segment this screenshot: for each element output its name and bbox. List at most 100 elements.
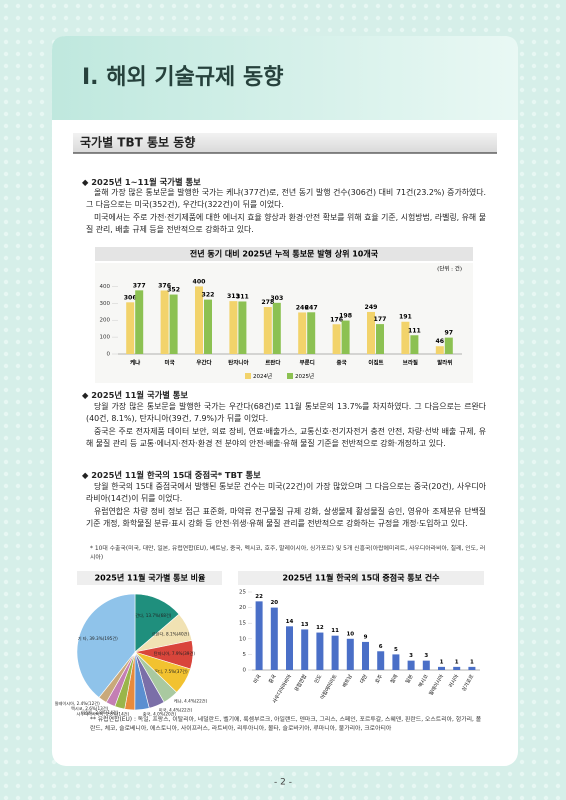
y-tick-label: 200	[100, 318, 111, 324]
data-label: 14	[286, 619, 294, 625]
x-tick-label: 미국	[252, 673, 263, 685]
data-label: 376	[158, 282, 171, 289]
x-tick-label: 르완다	[265, 359, 281, 367]
legend-swatch	[245, 373, 251, 379]
data-label: 247	[305, 304, 318, 311]
data-label: 306	[124, 294, 137, 301]
bar	[435, 346, 444, 354]
data-label: 10	[346, 631, 354, 637]
data-label: 313	[227, 293, 240, 300]
bar	[286, 626, 293, 670]
y-tick-label: 20	[239, 605, 246, 611]
x-tick-label: 부룬디	[300, 359, 315, 367]
legend-label: 2024년	[253, 372, 272, 380]
paragraph: 미국에서는 주로 가전·전기제품에 대한 에너지 효율 향상과 환경·안전 확보…	[86, 213, 486, 235]
y-tick-label: 0	[243, 668, 247, 674]
data-label: 3	[409, 653, 413, 659]
bar	[377, 651, 385, 670]
data-label: 13	[301, 622, 309, 628]
bar	[270, 607, 278, 670]
bar	[341, 320, 350, 354]
data-label: 377	[133, 282, 146, 289]
bar	[453, 666, 461, 670]
x-tick-label: 브라질	[403, 359, 418, 367]
bar	[229, 301, 238, 354]
bar	[298, 312, 307, 354]
block-heading: ◆ 2025년 11월 국가별 통보	[82, 390, 189, 400]
slice-label: 미국, 4.4%(22건)	[159, 706, 193, 713]
x-tick-label: 칠레	[389, 673, 400, 685]
paragraph: 중국은 주로 전자제품 데이터 보안, 의료 장비, 연료·배출가스, 교통신호…	[86, 427, 486, 449]
data-label: 1	[470, 659, 474, 665]
data-label: 1	[455, 659, 459, 665]
bar	[238, 301, 247, 354]
slice-label: 르완다, 8.1%(40건)	[152, 631, 190, 638]
bar	[169, 294, 178, 354]
data-label: 22	[255, 594, 263, 600]
bar	[367, 311, 375, 354]
data-label: 20	[270, 600, 278, 606]
section-bar	[73, 133, 497, 153]
x-tick-label: 일본	[404, 673, 415, 685]
bar	[331, 635, 339, 670]
bar	[160, 290, 169, 354]
slice-label: 중국, 4.0%(20건)	[143, 711, 177, 718]
data-label: 11	[331, 628, 339, 634]
header-banner	[52, 36, 518, 120]
y-tick-label: 10	[239, 636, 246, 642]
slice-label: 기 타, 39.3%(195건)	[78, 635, 118, 642]
bar	[272, 302, 281, 354]
bar	[135, 290, 144, 354]
bar	[126, 302, 135, 354]
data-label: 400	[193, 278, 207, 285]
bar	[301, 629, 309, 670]
data-label: 176	[330, 316, 343, 323]
y-tick-label: 5	[243, 652, 247, 658]
bar	[407, 660, 415, 670]
slice-label: 멕시코, 2.6%(13건)	[71, 705, 109, 712]
unit-label: (단위 : 건)	[437, 265, 462, 273]
paragraph: 올해 가장 많은 통보문을 발행한 국가는 케냐(377건)로, 전년 동기 발…	[86, 188, 486, 210]
x-tick-label: 미국	[165, 359, 175, 367]
x-tick-label: 케냐	[130, 359, 140, 367]
slice-label: 부룬디, 7.5%(37건)	[150, 668, 188, 675]
data-label: 198	[339, 313, 352, 320]
bar	[332, 324, 341, 354]
slice-label: 이집트, 2.8%(14건)	[81, 709, 119, 716]
page-number: - 2 -	[274, 778, 292, 788]
y-tick-label: 25	[239, 590, 246, 596]
data-label: 12	[316, 625, 324, 631]
data-label: 46	[435, 338, 444, 345]
footnote: * 10대 수출국(미국, 대만, 일본, 유럽연합(EU), 베트남, 중국,…	[90, 546, 486, 561]
chart-title: 전년 동기 대비 2025년 누적 통보문 발행 상위 10개국	[190, 249, 379, 259]
x-tick-label: 인도	[313, 673, 324, 685]
data-label: 5	[394, 647, 398, 653]
slice-label: 사우디아라비아, 2.8%(14건)	[77, 711, 130, 718]
chart-title-bar	[77, 571, 222, 585]
data-label: 191	[399, 314, 412, 321]
slice-label: 케냐, 4.4%(22건)	[174, 698, 208, 705]
bar	[392, 654, 400, 670]
section-title: 국가별 TBT 통보 동향	[80, 135, 195, 150]
bar	[307, 312, 316, 354]
data-label: 303	[270, 295, 283, 302]
data-label: 352	[167, 287, 180, 294]
bar	[204, 299, 212, 354]
data-label: 311	[236, 293, 249, 300]
chart-title: 2025년 11월 한국의 15대 중점국 통보 건수	[283, 573, 441, 583]
block-heading: ◆ 2025년 11월 한국의 15대 중점국* TBT 통보	[82, 470, 261, 480]
y-tick-label: 100	[100, 335, 111, 341]
chart-title-bar	[238, 571, 484, 585]
bar	[255, 601, 263, 670]
footnote: ** 유럽연합(EU) : 독일, 프랑스, 이탈리아, 네덜란드, 벨기에, …	[90, 717, 482, 732]
bar	[195, 286, 203, 354]
x-tick-label: 우간다	[196, 359, 212, 367]
bar	[346, 638, 354, 670]
block-heading: ◆ 2025년 1~11월 국가별 통보	[82, 177, 201, 187]
data-label: 6	[379, 644, 383, 650]
bar	[410, 335, 419, 354]
legend-label: 2025년	[295, 372, 314, 380]
paragraph: 당월 가장 많은 통보문을 발행한 국가는 우간다(68건)로 11월 통보문의…	[86, 402, 486, 424]
data-label: 246	[296, 304, 309, 311]
